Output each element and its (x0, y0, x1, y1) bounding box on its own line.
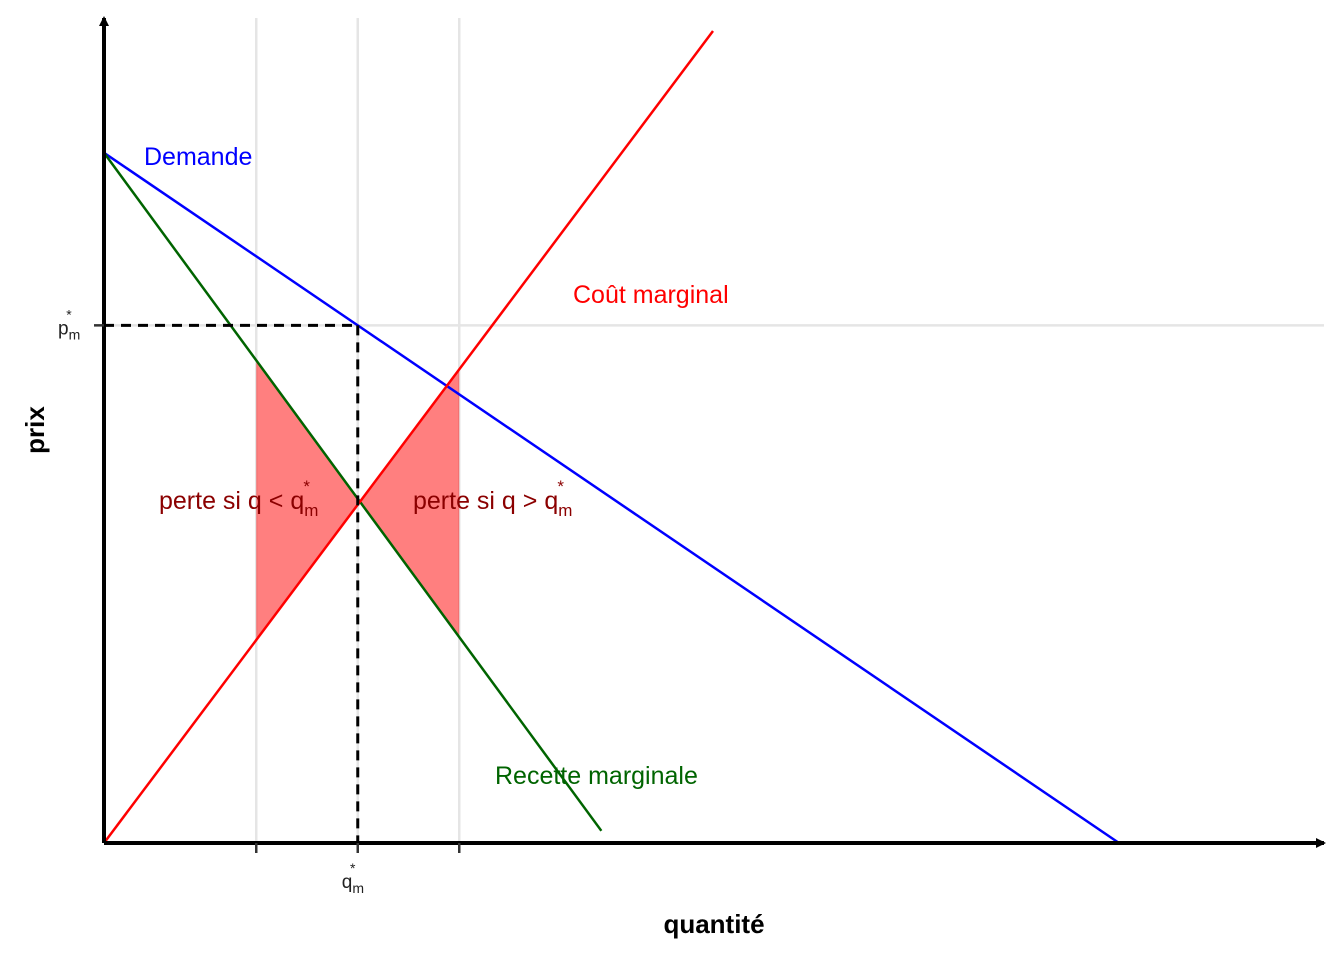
y-axis-title: prix (20, 406, 50, 454)
loss-left-sup: * (303, 477, 310, 496)
loss-right-sup: * (557, 477, 564, 496)
loss-area-0 (256, 360, 358, 640)
loss-area-1 (357, 369, 460, 638)
marginal-revenue-label: Recette marginale (495, 762, 698, 790)
y-tick-label-0: pm* (58, 306, 80, 342)
labels: Demande Coût marginal Recette marginale … (20, 143, 765, 939)
demand-label: Demande (144, 143, 252, 171)
loss-right-sub: m (558, 501, 572, 520)
x-tick-label-1: qm* (342, 860, 364, 896)
axes (99, 16, 1326, 848)
marginal-cost-curve (103, 30, 714, 844)
marginal-revenue-curve (102, 152, 603, 832)
optimum-guides (104, 323, 360, 843)
loss-left-sub: m (304, 501, 318, 520)
ticks: qm* pm* (58, 306, 461, 896)
loss-left-annotation: perte si q < qm * (159, 477, 318, 520)
loss-areas (256, 360, 460, 640)
demand-curve (103, 151, 1120, 845)
curves (102, 30, 1120, 845)
loss-left-text: perte si q < q (159, 487, 304, 515)
marginal-cost-label: Coût marginal (573, 281, 729, 309)
x-axis-title: quantité (663, 909, 764, 939)
loss-right-annotation: perte si q > qm * (413, 477, 572, 520)
loss-right-text: perte si q > q (413, 487, 558, 515)
